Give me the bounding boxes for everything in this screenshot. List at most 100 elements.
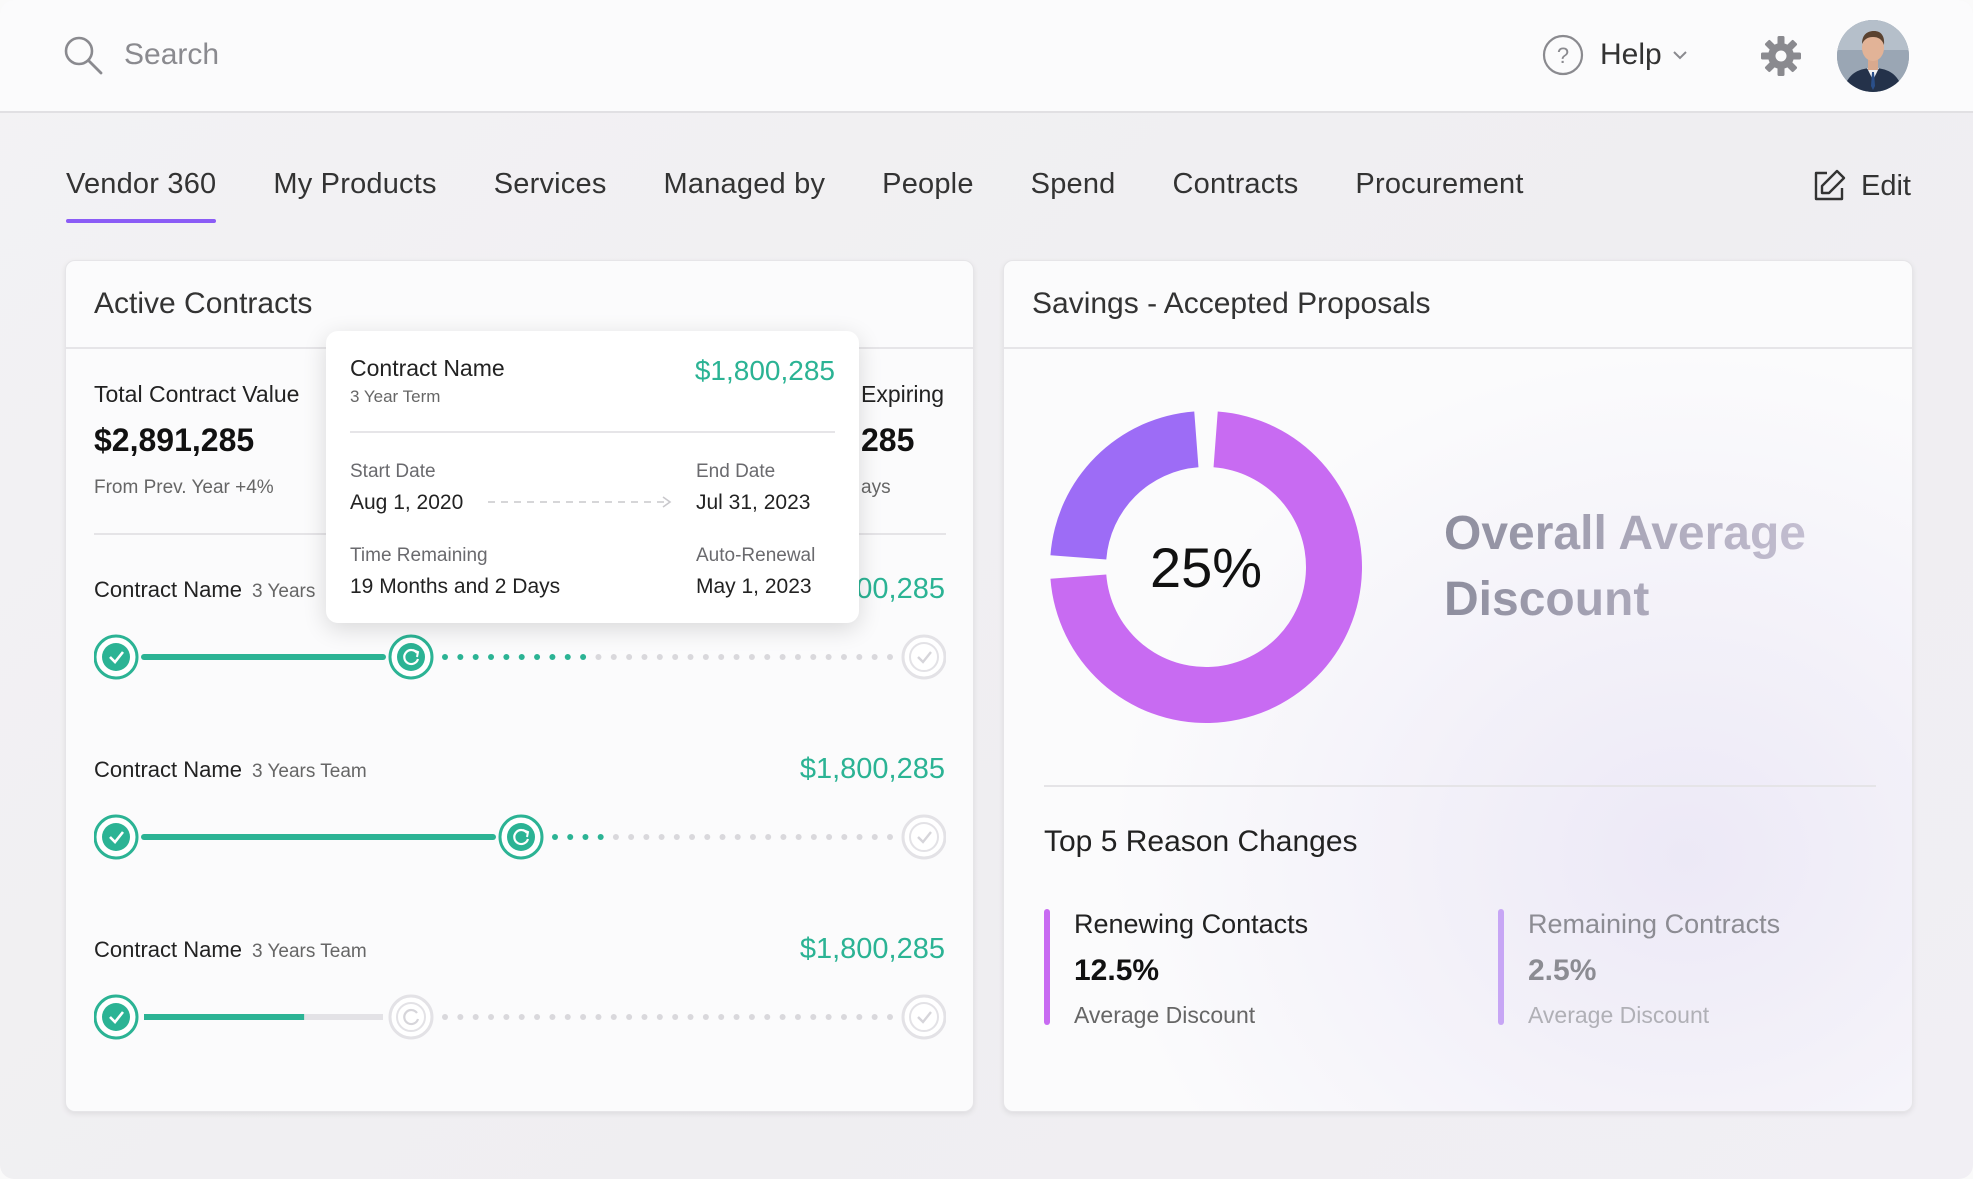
caption-line-2: Discount	[1444, 573, 1650, 626]
edit-button[interactable]: Edit	[1811, 168, 1911, 204]
card-title: Savings - Accepted Proposals	[1032, 287, 1431, 320]
timeline-dot	[856, 654, 863, 660]
kpi-label: Total Contract Value	[94, 381, 300, 407]
donut-slice-highlight	[1050, 411, 1199, 560]
timeline-dot	[610, 654, 617, 660]
timeline-dot	[595, 1014, 602, 1020]
timeline-dot	[534, 1014, 541, 1020]
timeline-dot	[567, 834, 574, 840]
start-node-fill	[102, 823, 130, 851]
timeline-dot	[626, 1014, 633, 1020]
timeline-dot	[580, 1014, 587, 1020]
reason-name: Remaining Contracts	[1528, 909, 1781, 939]
current-node-fill	[397, 643, 425, 671]
timeline-dot	[534, 654, 541, 660]
contract-timeline[interactable]	[94, 627, 946, 687]
start-node-fill	[102, 643, 130, 671]
contract-timeline[interactable]	[94, 987, 946, 1047]
timeline-dot	[457, 654, 464, 660]
contract-name: Contract Name	[94, 757, 242, 782]
timeline-dot	[733, 654, 740, 660]
kpi-value: $2,891,285	[94, 422, 255, 458]
reason-accent-bar	[1498, 909, 1504, 1025]
refresh-arrow	[412, 649, 420, 658]
kpi-total-contract-value: Total Contract Value $2,891,285 From Pre…	[94, 381, 299, 499]
end-node-inner	[909, 642, 939, 672]
timeline-dot	[734, 834, 741, 840]
timeline-dot	[780, 834, 787, 840]
search-input[interactable]	[124, 33, 424, 77]
discount-donut-chart	[1050, 411, 1362, 723]
contract-row-label: Contract Name 3 Years	[94, 577, 315, 603]
end-node-inner	[909, 1002, 939, 1032]
timeline-dot	[518, 1014, 525, 1020]
timeline-dot	[749, 834, 756, 840]
timeline-dot	[856, 1014, 863, 1020]
tab-people[interactable]: People	[882, 168, 974, 200]
timeline-dot	[549, 654, 556, 660]
timeline-dot	[748, 654, 755, 660]
check-icon	[109, 651, 125, 664]
tooltip-renewal-label: Auto-Renewal	[696, 545, 816, 566]
avatar[interactable]	[1837, 20, 1909, 92]
timeline-dot	[641, 654, 648, 660]
tab-procurement[interactable]: Procurement	[1355, 168, 1524, 200]
check-icon	[917, 831, 932, 844]
help-icon: ?	[1542, 34, 1584, 76]
timeline-dot	[856, 834, 863, 840]
timeline-dot	[488, 654, 495, 660]
timeline-dot	[472, 654, 479, 660]
timeline-dot	[457, 1014, 464, 1020]
contract-amount: 00,285	[856, 573, 945, 605]
kpi-label: Expiring	[861, 381, 945, 407]
chevron-down-icon	[1672, 51, 1687, 60]
timeline-dot	[628, 834, 635, 840]
kpi-sub: From Prev. Year +4%	[94, 477, 274, 498]
timeline-dot	[442, 1014, 448, 1020]
contract-row-label: Contract Name 3 Years Team	[94, 757, 367, 783]
timeline-dot	[765, 834, 772, 840]
pending-node-inner	[396, 1002, 426, 1032]
timeline-dot	[626, 654, 633, 660]
timeline-dot	[887, 1014, 893, 1020]
timeline-dot	[689, 834, 696, 840]
timeline-dot	[794, 654, 801, 660]
timeline-dot	[612, 834, 619, 840]
timeline-dot	[702, 1014, 709, 1020]
timeline-dot	[656, 654, 663, 660]
timeline-dot	[810, 1014, 817, 1020]
tab-spend[interactable]: Spend	[1030, 168, 1116, 200]
tab-vendor-360[interactable]: Vendor 360	[66, 168, 217, 223]
search-box[interactable]	[62, 33, 424, 77]
reason-accent-bar	[1044, 909, 1050, 1025]
tab-contracts[interactable]: Contracts	[1172, 168, 1299, 200]
timeline-dot	[887, 834, 893, 840]
timeline-dot	[826, 834, 833, 840]
tab-managed-by[interactable]: Managed by	[663, 168, 826, 200]
avatar-photo	[1837, 20, 1909, 92]
contract-timeline[interactable]	[94, 807, 946, 867]
timeline-dot	[718, 1014, 725, 1020]
card-header: Savings - Accepted Proposals	[1004, 261, 1912, 349]
reason-value: 12.5%	[1074, 954, 1160, 987]
help-menu[interactable]: ? Help	[1542, 34, 1688, 76]
timeline-dot	[656, 1014, 663, 1020]
reason-sub: Average Discount	[1528, 1002, 1710, 1028]
contract-term: 3 Years Team	[251, 761, 367, 782]
svg-text:?: ?	[1557, 43, 1569, 68]
edit-label: Edit	[1861, 169, 1911, 202]
timeline-dot	[610, 1014, 617, 1020]
timeline-dot	[442, 654, 448, 660]
contract-tooltip: Contract Name 3 Year Term $1,800,285 Sta…	[326, 331, 859, 623]
tooltip-amount: $1,800,285	[694, 355, 835, 386]
tab-services[interactable]: Services	[493, 168, 607, 200]
divider	[1044, 785, 1876, 787]
help-label: Help	[1600, 38, 1662, 71]
timeline-dot	[488, 1014, 495, 1020]
timeline-dot	[658, 834, 665, 840]
tooltip-renewal-value: May 1, 2023	[696, 575, 812, 598]
check-icon	[109, 831, 125, 844]
timeline-dot	[673, 834, 680, 840]
gear-icon[interactable]	[1760, 35, 1802, 77]
tab-my-products[interactable]: My Products	[273, 168, 437, 200]
